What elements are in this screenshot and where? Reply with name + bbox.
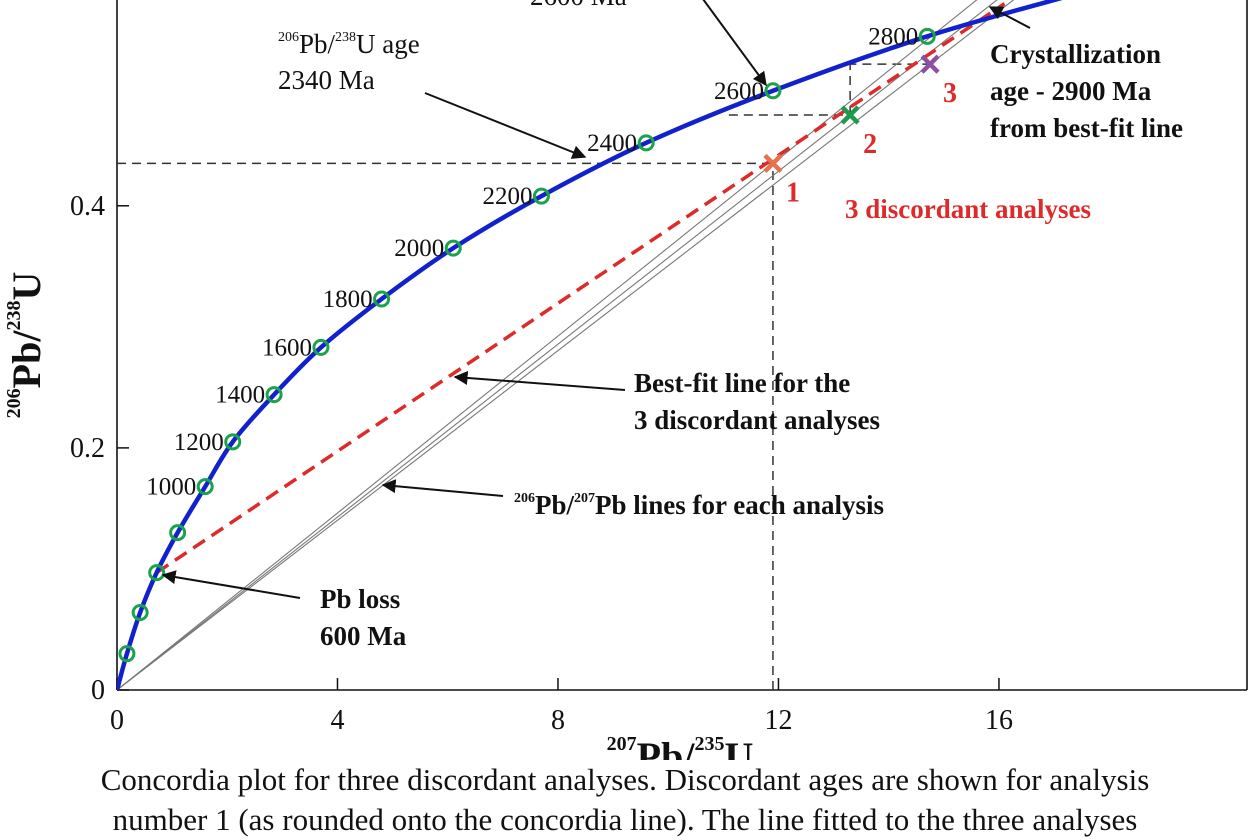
arrow-2340 xyxy=(424,92,587,159)
concordia-age-label: 1200 xyxy=(174,429,224,456)
annotation-discordant-analyses: 3 discordant analyses xyxy=(845,194,1091,224)
x-tick-label: 4 xyxy=(330,705,344,736)
arrow-crystallization xyxy=(988,6,1031,29)
concordia-age-label: 1000 xyxy=(146,474,196,501)
x-tick-label: 8 xyxy=(551,705,565,736)
arrow-pb-loss xyxy=(161,570,301,599)
concordia-point xyxy=(265,386,283,404)
annotation-best-fit-1: Best-fit line for the xyxy=(634,368,850,398)
concordia-point xyxy=(131,604,149,622)
concordia-point xyxy=(532,187,550,205)
concordia-age-label: 2200 xyxy=(482,183,532,210)
figure-caption: Concordia plot for three discordant anal… xyxy=(0,760,1250,840)
x-tick-label: 16 xyxy=(985,705,1013,736)
annotation-2600-ma: 2600 Ma xyxy=(530,0,627,11)
concordia-curve-group xyxy=(117,0,1063,690)
annotation-pb-lines: 206Pb/207Pb lines for each analysis xyxy=(514,490,884,520)
annotation-pb-loss-2: 600 Ma xyxy=(320,621,407,651)
analysis-number-label: 3 xyxy=(943,78,957,109)
y-axis-label: 206Pb/238U xyxy=(3,272,49,419)
concordia-age-label: 1400 xyxy=(215,382,265,409)
annotation-arrows xyxy=(161,0,1031,599)
concordia-point xyxy=(637,134,655,152)
analysis-marker xyxy=(840,105,860,125)
arrow-best-fit xyxy=(453,370,626,391)
pb207-line xyxy=(117,0,998,690)
concordia-point xyxy=(312,338,330,356)
concordia-age-label: 1600 xyxy=(262,334,312,361)
concordia-age-label: 2800 xyxy=(868,23,918,50)
concordia-age-label: 2000 xyxy=(394,235,444,262)
axis-ticks: 0 4 8 12 16 0 0.2 0.4 xyxy=(70,191,1013,736)
concordia-age-label: 2600 xyxy=(714,78,764,105)
x-tick-label: 12 xyxy=(764,705,792,736)
pb207-line xyxy=(117,0,1015,690)
concordia-point xyxy=(373,290,391,308)
concordia-point xyxy=(169,524,187,542)
annotation-206pb-238u-age: 206Pb/238U age xyxy=(278,29,420,59)
pb207-pb206-lines xyxy=(117,0,1015,690)
caption-line-2: number 1 (as rounded onto the concordia … xyxy=(112,802,1138,837)
y-tick-label: 0.2 xyxy=(70,433,105,464)
concordia-chart: 0 4 8 12 1600.20.4 1000120014001600180020002… xyxy=(3,0,1248,760)
concordia-point xyxy=(918,27,936,45)
annotation-crystallization-1: Crystallization xyxy=(990,39,1161,69)
caption-line-1: Concordia plot for three discordant anal… xyxy=(100,762,1150,797)
pb207-line xyxy=(117,0,978,690)
y-tick-label: 0 xyxy=(91,675,105,706)
discordant-analyses: 1 2 3 xyxy=(763,54,957,208)
x-tick-label: 0 xyxy=(110,705,124,736)
x-axis-label: 207Pb/235U xyxy=(607,733,754,760)
concordia-curve xyxy=(117,0,1063,690)
annotation-best-fit-2: 3 discordant analyses xyxy=(634,405,880,435)
concordia-point xyxy=(224,433,242,451)
analysis-number-label: 2 xyxy=(863,129,877,160)
best-fit-line-group xyxy=(155,2,1006,575)
concordia-age-label: 2400 xyxy=(587,130,637,157)
concordia-point xyxy=(118,645,136,663)
concordia-point xyxy=(764,82,782,100)
y-tick-label: 0.4 xyxy=(70,191,105,222)
arrow-2600 xyxy=(702,0,767,87)
analysis-marker xyxy=(920,54,940,74)
concordia-point xyxy=(196,478,214,496)
concordia-points: 1000 1200 1400 1600 1800 2000 2200 2400 2600 2800 xyxy=(118,23,936,663)
concordia-age-label: 1800 xyxy=(323,286,373,313)
annotation-2340-ma: 2340 Ma xyxy=(278,65,375,95)
annotation-crystallization-2: age - 2900 Ma xyxy=(990,76,1152,106)
annotation-pb-loss-1: Pb loss xyxy=(320,584,400,614)
annotation-crystallization-3: from best-fit line xyxy=(990,113,1183,143)
analysis-marker xyxy=(763,153,783,174)
best-fit-line xyxy=(155,2,1006,575)
analysis-number-label: 1 xyxy=(786,177,800,208)
concordia-point xyxy=(444,239,462,257)
arrow-pb-lines xyxy=(381,479,504,497)
